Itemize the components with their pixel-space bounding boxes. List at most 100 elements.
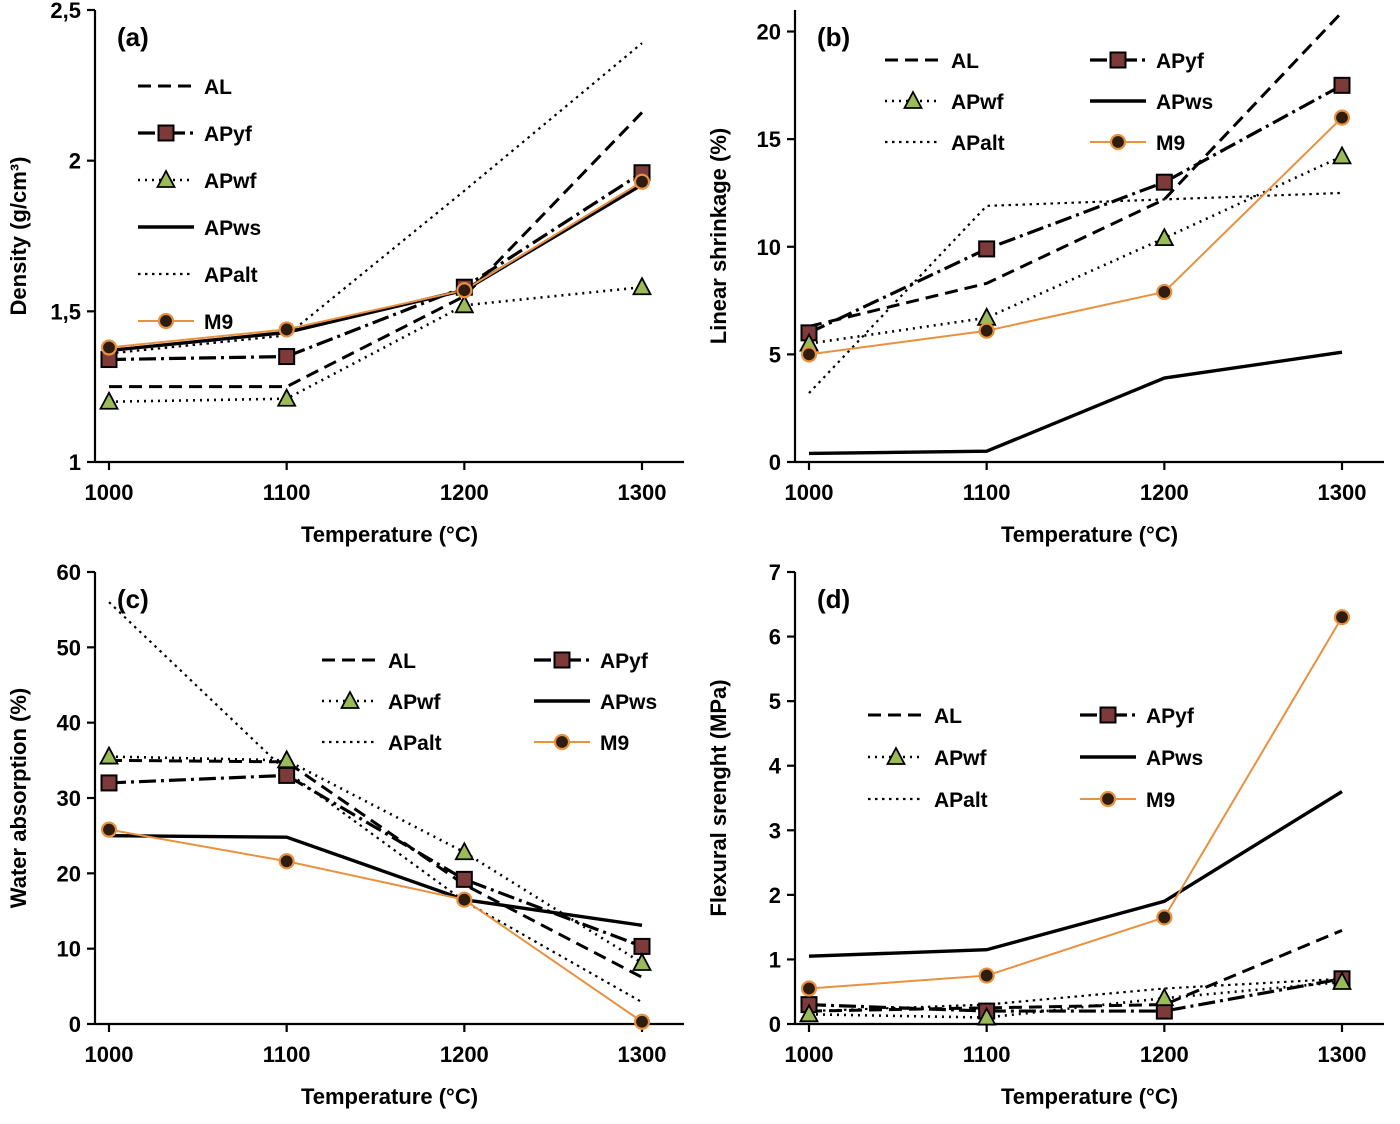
legend-label-APws: APws [600, 691, 657, 714]
series-line-APyf [808, 83, 1343, 335]
chart-b-linear-shrinkage: 0 5 10 15 20 1000 1100 1200 1300 Temperature (°C)… [706, 10, 1384, 547]
triangle-marker [903, 90, 923, 109]
legend: AL APyf APwf APws APalt M9 [138, 76, 261, 334]
legend-label-APyf: APyf [204, 123, 253, 146]
legend-label-M9: M9 [204, 311, 233, 334]
legend-label-APwf: APwf [951, 91, 1005, 114]
legend-label-AL: AL [204, 76, 232, 99]
triangle-marker [454, 294, 475, 314]
series-line-M9 [808, 116, 1343, 356]
y-tick-label: 1,5 [50, 299, 81, 324]
series-lines [108, 601, 643, 1023]
circle-marker [633, 1013, 651, 1030]
chart-c-water-absorption: 0 10 20 30 40 50 60 1000 1100 1200 1300 Temperature… [6, 562, 684, 1109]
legend-label-AL: AL [951, 50, 979, 73]
panel-label: (a) [117, 22, 149, 52]
x-tick-label: 1100 [963, 1042, 1011, 1067]
y-tick-label: 5 [769, 342, 781, 367]
circle-marker [1099, 790, 1117, 808]
y-tick-label: 2,5 [50, 0, 81, 23]
circle-marker [456, 282, 473, 299]
y-tick-label: 6 [769, 625, 781, 650]
circle-marker [456, 891, 473, 908]
series-line-APalt [108, 601, 643, 1004]
panel-label: (d) [817, 584, 850, 614]
y-axis-title: Water absorption (%) [6, 688, 31, 908]
y-tick-label: 15 [757, 127, 781, 152]
series-line-APwf [808, 980, 1343, 1019]
y-tick-label: 3 [769, 818, 781, 843]
x-tick-label: 1100 [263, 1042, 311, 1067]
series-line-APalt [108, 42, 643, 355]
y-tick-label: 2 [69, 149, 81, 174]
legend: AL APwf APalt APyf APws M9 [868, 705, 1203, 812]
y-tick-label: 50 [57, 635, 81, 660]
x-tick-label: 1300 [1318, 480, 1367, 505]
y-tick-label: 0 [769, 1012, 781, 1037]
series-line-APws [108, 183, 643, 353]
panel-label: (b) [817, 22, 850, 52]
series-line-AL [808, 928, 1343, 1013]
y-tick-label: 60 [57, 562, 81, 585]
legend-label-M9: M9 [1146, 789, 1175, 812]
series-line-APwf [808, 155, 1343, 345]
series-markers [799, 609, 1352, 1026]
x-tick-label: 1200 [1140, 1042, 1189, 1067]
series-lines [808, 616, 1343, 1019]
panel-label: (c) [117, 584, 149, 614]
x-tick-label: 1300 [618, 480, 667, 505]
triangle-marker [1154, 227, 1175, 247]
triangle-marker [276, 749, 297, 769]
triangle-marker [99, 390, 119, 410]
square-marker [633, 937, 651, 955]
circle-marker [553, 733, 571, 751]
panel-c-water-absorption-chart: 0 10 20 30 40 50 60 1000 1100 1200 1300 Temperature… [0, 562, 700, 1124]
legend-label-APalt: APalt [951, 132, 1005, 155]
legend-label-AL: AL [934, 705, 962, 728]
y-tick-label: 20 [57, 861, 81, 886]
axes: 0 1 2 3 4 5 6 7 1000 1100 1200 1300 [769, 562, 1384, 1067]
y-tick-label: 40 [57, 711, 81, 736]
series-markers [99, 745, 652, 1030]
circle-marker [278, 853, 295, 870]
x-tick-label: 1200 [440, 480, 489, 505]
legend-label-APyf: APyf [600, 650, 649, 673]
y-tick-label: 4 [769, 754, 782, 779]
y-tick-label: 0 [69, 1012, 81, 1037]
series-line-M9 [808, 616, 1343, 990]
x-tick-label: 1200 [1140, 480, 1189, 505]
series-line-APyf [108, 171, 643, 362]
series-line-APws [808, 350, 1343, 456]
legend: AL APwf APalt APyf APws M9 [885, 50, 1213, 155]
series-line-APalt [808, 977, 1343, 1013]
square-marker [157, 124, 175, 142]
legend-label-M9: M9 [600, 732, 629, 755]
triangle-marker [976, 1006, 997, 1026]
series-line-M9 [108, 828, 643, 1023]
y-tick-label: 10 [757, 235, 781, 260]
legend-label-APalt: APalt [934, 789, 988, 812]
series-lines [808, 11, 1344, 456]
x-tick-label: 1000 [785, 1042, 834, 1067]
legend-label-APwf: APwf [934, 747, 988, 770]
triangle-marker [886, 746, 906, 765]
series-lines [108, 42, 644, 404]
triangle-marker [976, 306, 997, 326]
circle-marker [800, 980, 818, 997]
triangle-marker [1332, 145, 1352, 165]
axes: 1 1,5 2 2,5 1000 1100 1200 1300 [50, 0, 684, 505]
series-line-APwf [108, 285, 643, 404]
square-marker [553, 651, 571, 669]
chart-a-density: 1 1,5 2 2,5 1000 1100 1200 1300 Temperature (°C)… [6, 0, 684, 547]
series-line-M9 [108, 180, 643, 349]
legend-label-APwf: APwf [388, 691, 442, 714]
triangle-marker [799, 1003, 819, 1023]
panel-b-linear-shrinkage-chart: 0 5 10 15 20 1000 1100 1200 1300 Temperature (°C)… [700, 0, 1400, 562]
x-tick-label: 1300 [618, 1042, 667, 1067]
x-tick-label: 1100 [963, 480, 1011, 505]
x-tick-label: 1000 [785, 480, 834, 505]
triangle-marker [276, 387, 297, 407]
series-line-APws [108, 833, 643, 927]
x-tick-label: 1000 [85, 1042, 134, 1067]
circle-marker [633, 173, 651, 190]
